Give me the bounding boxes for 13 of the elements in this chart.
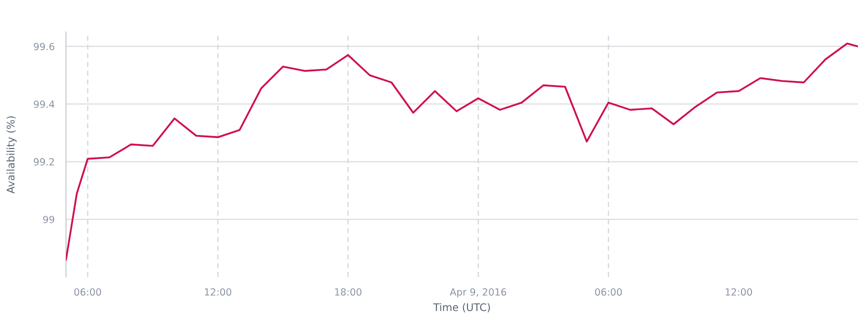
y-tick-label: 99.6 [34,42,54,50]
x-tick-label: Apr 9, 2016 [450,288,506,298]
x-tick-label: 06:00 [74,288,102,296]
y-axis-title: Availability (%) [6,116,17,194]
x-tick-label: 12:00 [726,288,752,296]
y-tick-label: 99 [43,216,54,224]
line-series [66,42,858,261]
x-tick-label: 06:00 [595,288,622,296]
y-tick-label: 99.4 [34,100,54,108]
x-tick-label: 18:00 [335,288,362,296]
x-axis-title: Time (UTC) [433,303,490,312]
y-tick-label: 99.2 [34,158,54,166]
x-tick-label: 12:00 [204,288,232,296]
